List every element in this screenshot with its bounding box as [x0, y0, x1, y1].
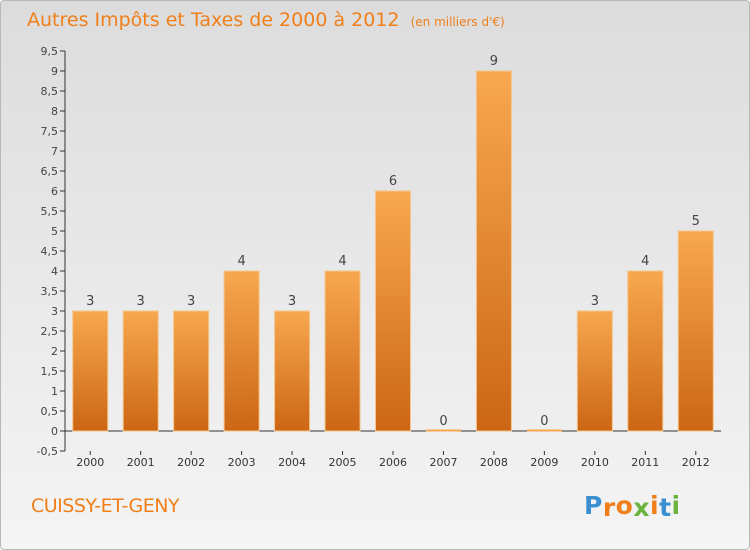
value-label-2009: 0: [540, 414, 548, 429]
value-label-2005: 4: [338, 254, 346, 269]
x-tick-label-2010: 2010: [581, 456, 609, 469]
value-label-2010: 3: [591, 294, 599, 309]
value-label-2008: 9: [490, 54, 498, 69]
chart-title: Autres Impôts et Taxes de 2000 à 2012: [27, 9, 400, 31]
y-tick-label: 0: [51, 425, 58, 438]
y-tick-label: 6: [51, 185, 58, 198]
value-label-2001: 3: [137, 294, 145, 309]
x-tick-label-2005: 2005: [329, 456, 357, 469]
logo-letter: r: [602, 493, 616, 522]
bar-2010: [576, 310, 613, 432]
y-tick-label: 8,5: [41, 85, 59, 98]
bar-2008: [475, 70, 512, 432]
value-label-2007: 0: [439, 414, 447, 429]
bar-2001: [122, 310, 159, 432]
y-tick-label: 5: [51, 225, 58, 238]
value-label-2000: 3: [86, 294, 94, 309]
y-tick-label: 6,5: [41, 165, 59, 178]
bars: [72, 70, 714, 432]
chart-title-line: Autres Impôts et Taxes de 2000 à 2012 (e…: [27, 9, 505, 31]
y-tick-label: 2: [51, 345, 58, 358]
value-label-2002: 3: [187, 294, 195, 309]
bar-2006: [375, 190, 411, 432]
chart-subtitle: (en milliers d'€): [410, 15, 505, 29]
x-tick-label-2000: 2000: [76, 456, 104, 469]
bar-2002: [173, 310, 210, 432]
y-tick-label: 9: [51, 65, 58, 78]
x-tick-label-2002: 2002: [177, 456, 205, 469]
y-tick-label: 0,5: [41, 405, 59, 418]
logo-letter: i: [671, 491, 681, 520]
y-tick-label: 2,5: [41, 325, 59, 338]
value-label-2006: 6: [389, 174, 397, 189]
bar-2011: [627, 270, 664, 432]
y-tick-label: 7: [51, 145, 58, 158]
x-tick-label-2011: 2011: [631, 456, 659, 469]
x-tick-label-2003: 2003: [228, 456, 256, 469]
logo-letter: x: [633, 493, 650, 522]
logo-letter: t: [659, 493, 672, 522]
logo-letter: i: [650, 491, 660, 520]
value-label-2011: 4: [641, 254, 649, 269]
y-tick-label: 9,5: [41, 45, 59, 58]
y-tick-label: 1: [51, 385, 58, 398]
y-tick-label: 8: [51, 105, 58, 118]
bar-2012: [677, 230, 714, 432]
labels: 3 2000 3 2001 3 2002 4 2003 3 2004 4 2005 6 2006 0 2007…: [76, 54, 710, 469]
logo-letter: o: [615, 491, 634, 520]
logo-letter: P: [584, 491, 603, 520]
bar-2004: [274, 310, 311, 432]
x-tick-label-2004: 2004: [278, 456, 306, 469]
bar-2005: [324, 270, 361, 432]
bar-2003: [223, 270, 260, 432]
x-tick-label-2007: 2007: [429, 456, 457, 469]
y-tick-label: 3: [51, 305, 58, 318]
y-tick-label: 5,5: [41, 205, 59, 218]
proxiti-logo: Proxiti: [584, 491, 681, 522]
x-tick-label-2008: 2008: [480, 456, 508, 469]
value-label-2012: 5: [692, 214, 700, 229]
x-tick-label-2006: 2006: [379, 456, 407, 469]
y-tick-label: 1,5: [41, 365, 59, 378]
y-tick-label: -0,5: [37, 445, 58, 458]
value-label-2003: 4: [237, 254, 245, 269]
x-tick-label-2009: 2009: [530, 456, 558, 469]
value-label-2004: 3: [288, 294, 296, 309]
y-tick-label: 3,5: [41, 285, 59, 298]
y-tick-label: 4,5: [41, 245, 59, 258]
bar-2000: [72, 310, 109, 432]
y-tick-label: 7,5: [41, 125, 59, 138]
x-tick-label-2001: 2001: [127, 456, 155, 469]
y-tick-label: 4: [51, 265, 58, 278]
commune-name: CUISSY-ET-GENY: [31, 495, 180, 517]
x-tick-label-2012: 2012: [682, 456, 710, 469]
